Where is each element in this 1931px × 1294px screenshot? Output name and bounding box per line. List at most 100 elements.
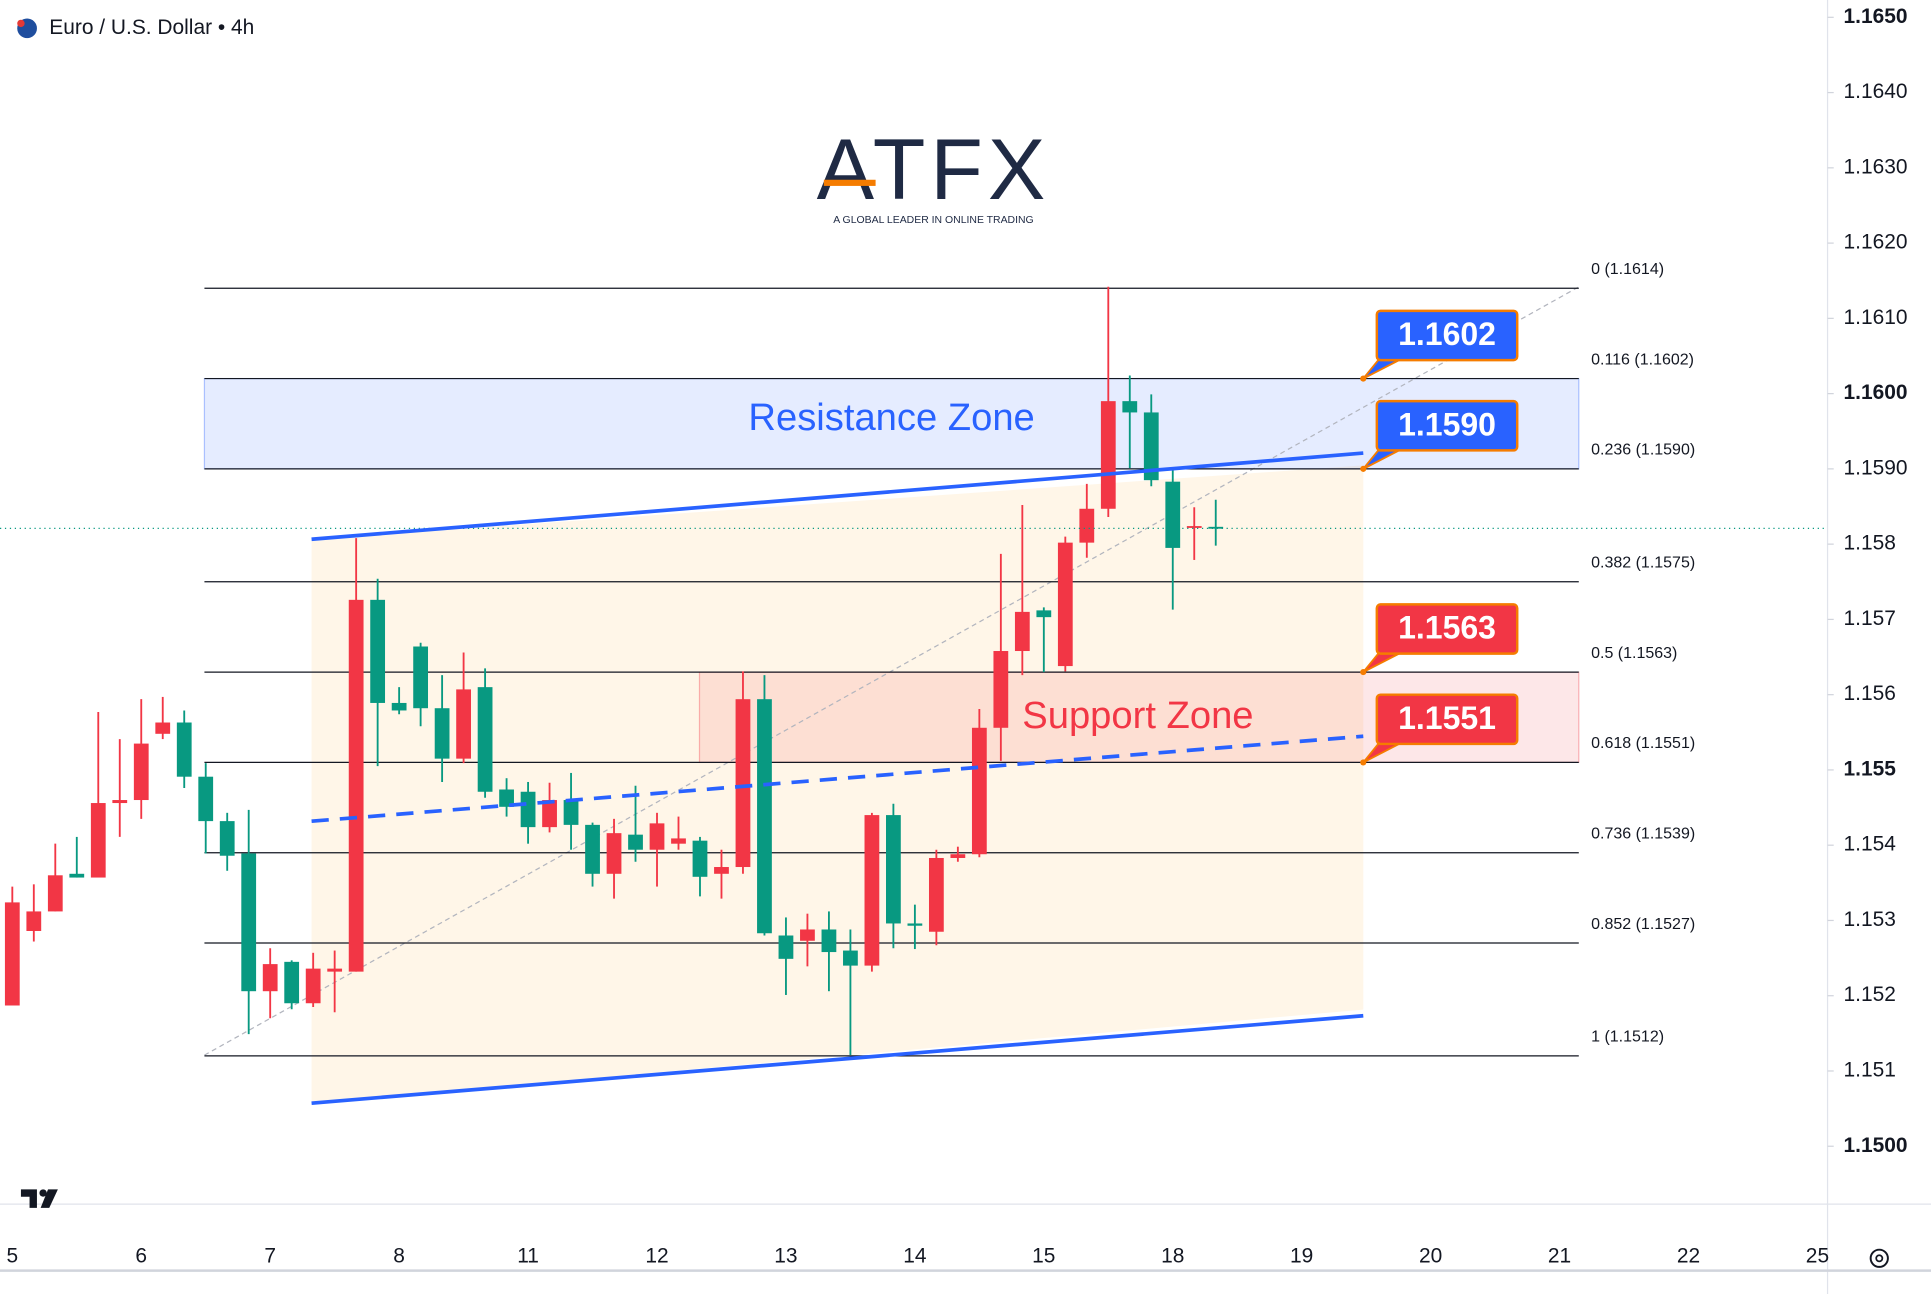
callout-box [1375, 309, 1519, 362]
candle-body [327, 968, 343, 972]
background-drawings [311, 465, 1364, 1104]
channel-shading [311, 465, 1364, 1104]
callout-anchor [1360, 465, 1367, 472]
candle-body [370, 599, 386, 703]
candle-body [714, 867, 729, 874]
x-tick-label: 20 [1419, 1245, 1442, 1268]
fib-label: 0.116 (1.1602) [1591, 351, 1694, 368]
logo-accent [823, 179, 876, 186]
candle-body [864, 815, 880, 966]
callout-label: 1.1590 [1398, 406, 1496, 442]
callout-label: 1.1551 [1398, 700, 1496, 736]
callout-label: 1.1602 [1398, 316, 1496, 352]
candle-body [1100, 401, 1116, 509]
y-tick-label: 1.1610 [1844, 306, 1908, 329]
y-tick-label: 1.1630 [1844, 155, 1908, 178]
y-tick-label: 1.158 [1844, 532, 1896, 555]
candle-body [585, 824, 600, 874]
channel-upper [311, 451, 1364, 542]
candle-body [971, 727, 987, 855]
y-tick-label: 1.152 [1844, 983, 1896, 1006]
channel-middle [311, 734, 1364, 824]
callout-anchor [1360, 375, 1367, 382]
candle-body [133, 743, 149, 801]
candle-body [821, 929, 837, 953]
settings-icon[interactable] [1869, 1248, 1889, 1268]
fib-label: 1 (1.1512) [1591, 1029, 1664, 1046]
candle-body [563, 800, 579, 825]
candle-body [542, 800, 557, 828]
logo-name: ATFX [817, 122, 1051, 218]
candle-body [241, 853, 257, 992]
fib-trend-line [204, 286, 1580, 1056]
y-tick-label: 1.1500 [1844, 1134, 1908, 1157]
candle-body [456, 689, 471, 759]
candle-body [1057, 542, 1073, 667]
candle-body [47, 875, 63, 912]
candle-body [692, 840, 708, 877]
tv-logo [20, 1189, 58, 1208]
channel-lines [311, 451, 1364, 1106]
callout-anchor [1360, 669, 1367, 676]
fib-label: 0.618 (1.1551) [1591, 735, 1695, 752]
candle-body [950, 854, 966, 858]
candle-body [69, 873, 85, 878]
candle-body [993, 651, 1009, 728]
candle-body [1036, 610, 1052, 618]
labels: Resistance Zone Support Zone 1.1602 1.1590 1… [748, 309, 1519, 766]
candle-body [262, 964, 278, 992]
logo-tagline: A GLOBAL LEADER IN ONLINE TRADING [833, 215, 1033, 226]
fib-label: 0 (1.1614) [1591, 261, 1664, 278]
candle-body [520, 791, 536, 828]
candle-body [155, 722, 171, 734]
fib-label: 0.852 (1.1527) [1591, 916, 1695, 933]
y-tick-label: 1.1640 [1844, 80, 1908, 103]
candle-body [305, 968, 321, 1004]
candle-body [606, 833, 622, 874]
candle-body [1122, 401, 1138, 413]
candle-body [198, 776, 214, 822]
callout-label: 1.1563 [1398, 610, 1496, 646]
candle-body [90, 803, 106, 878]
candle-body [413, 646, 429, 709]
candle-body [735, 699, 751, 868]
callout-box [1375, 603, 1519, 655]
candle-body [499, 789, 514, 807]
candle-body [671, 838, 686, 844]
candle-body [800, 929, 815, 941]
x-tick-label: 21 [1548, 1245, 1571, 1268]
candle-body [434, 708, 450, 759]
candle-body [1165, 481, 1181, 548]
fib-label: 0.736 (1.1539) [1591, 825, 1695, 842]
y-tick-label: 1.1600 [1844, 381, 1908, 404]
x-tick-label: 18 [1161, 1245, 1184, 1268]
callout-box [1375, 693, 1519, 746]
candle-body [628, 834, 643, 850]
x-tick-label: 13 [774, 1245, 797, 1268]
candle-body [1143, 412, 1159, 481]
candle-body [176, 722, 192, 777]
y-tick-label: 1.1590 [1844, 456, 1908, 479]
y-tick-label: 1.153 [1844, 908, 1896, 931]
zone-label: Resistance Zone [748, 396, 1034, 439]
chart-title: Euro / U.S. Dollar • 4h [49, 16, 254, 39]
x-tick-label: 14 [903, 1245, 927, 1268]
candle-body [928, 857, 944, 932]
y-tick-label: 1.157 [1844, 607, 1896, 630]
x-tick-label: 11 [517, 1245, 539, 1268]
candle-body [391, 702, 407, 711]
candle-body [477, 687, 493, 792]
x-tick-label: 15 [1032, 1245, 1055, 1268]
x-tick-label: 5 [6, 1245, 18, 1268]
candle-body [907, 923, 923, 926]
candle-body [284, 961, 300, 1004]
callout-anchor [1360, 759, 1367, 766]
fib-levels: 0 (1.1614) 0.116 (1.1602) 0.236 (1.1590) 0.… [204, 261, 1695, 1057]
candle-body [886, 815, 901, 924]
x-tick-label: 19 [1290, 1245, 1313, 1268]
axes: 1.1650 1.1640 1.1630 1.1620 1.1610 1.1600 1.15… [6, 5, 1907, 1268]
symbol-icon [17, 19, 25, 28]
channel-lower [311, 1013, 1364, 1106]
